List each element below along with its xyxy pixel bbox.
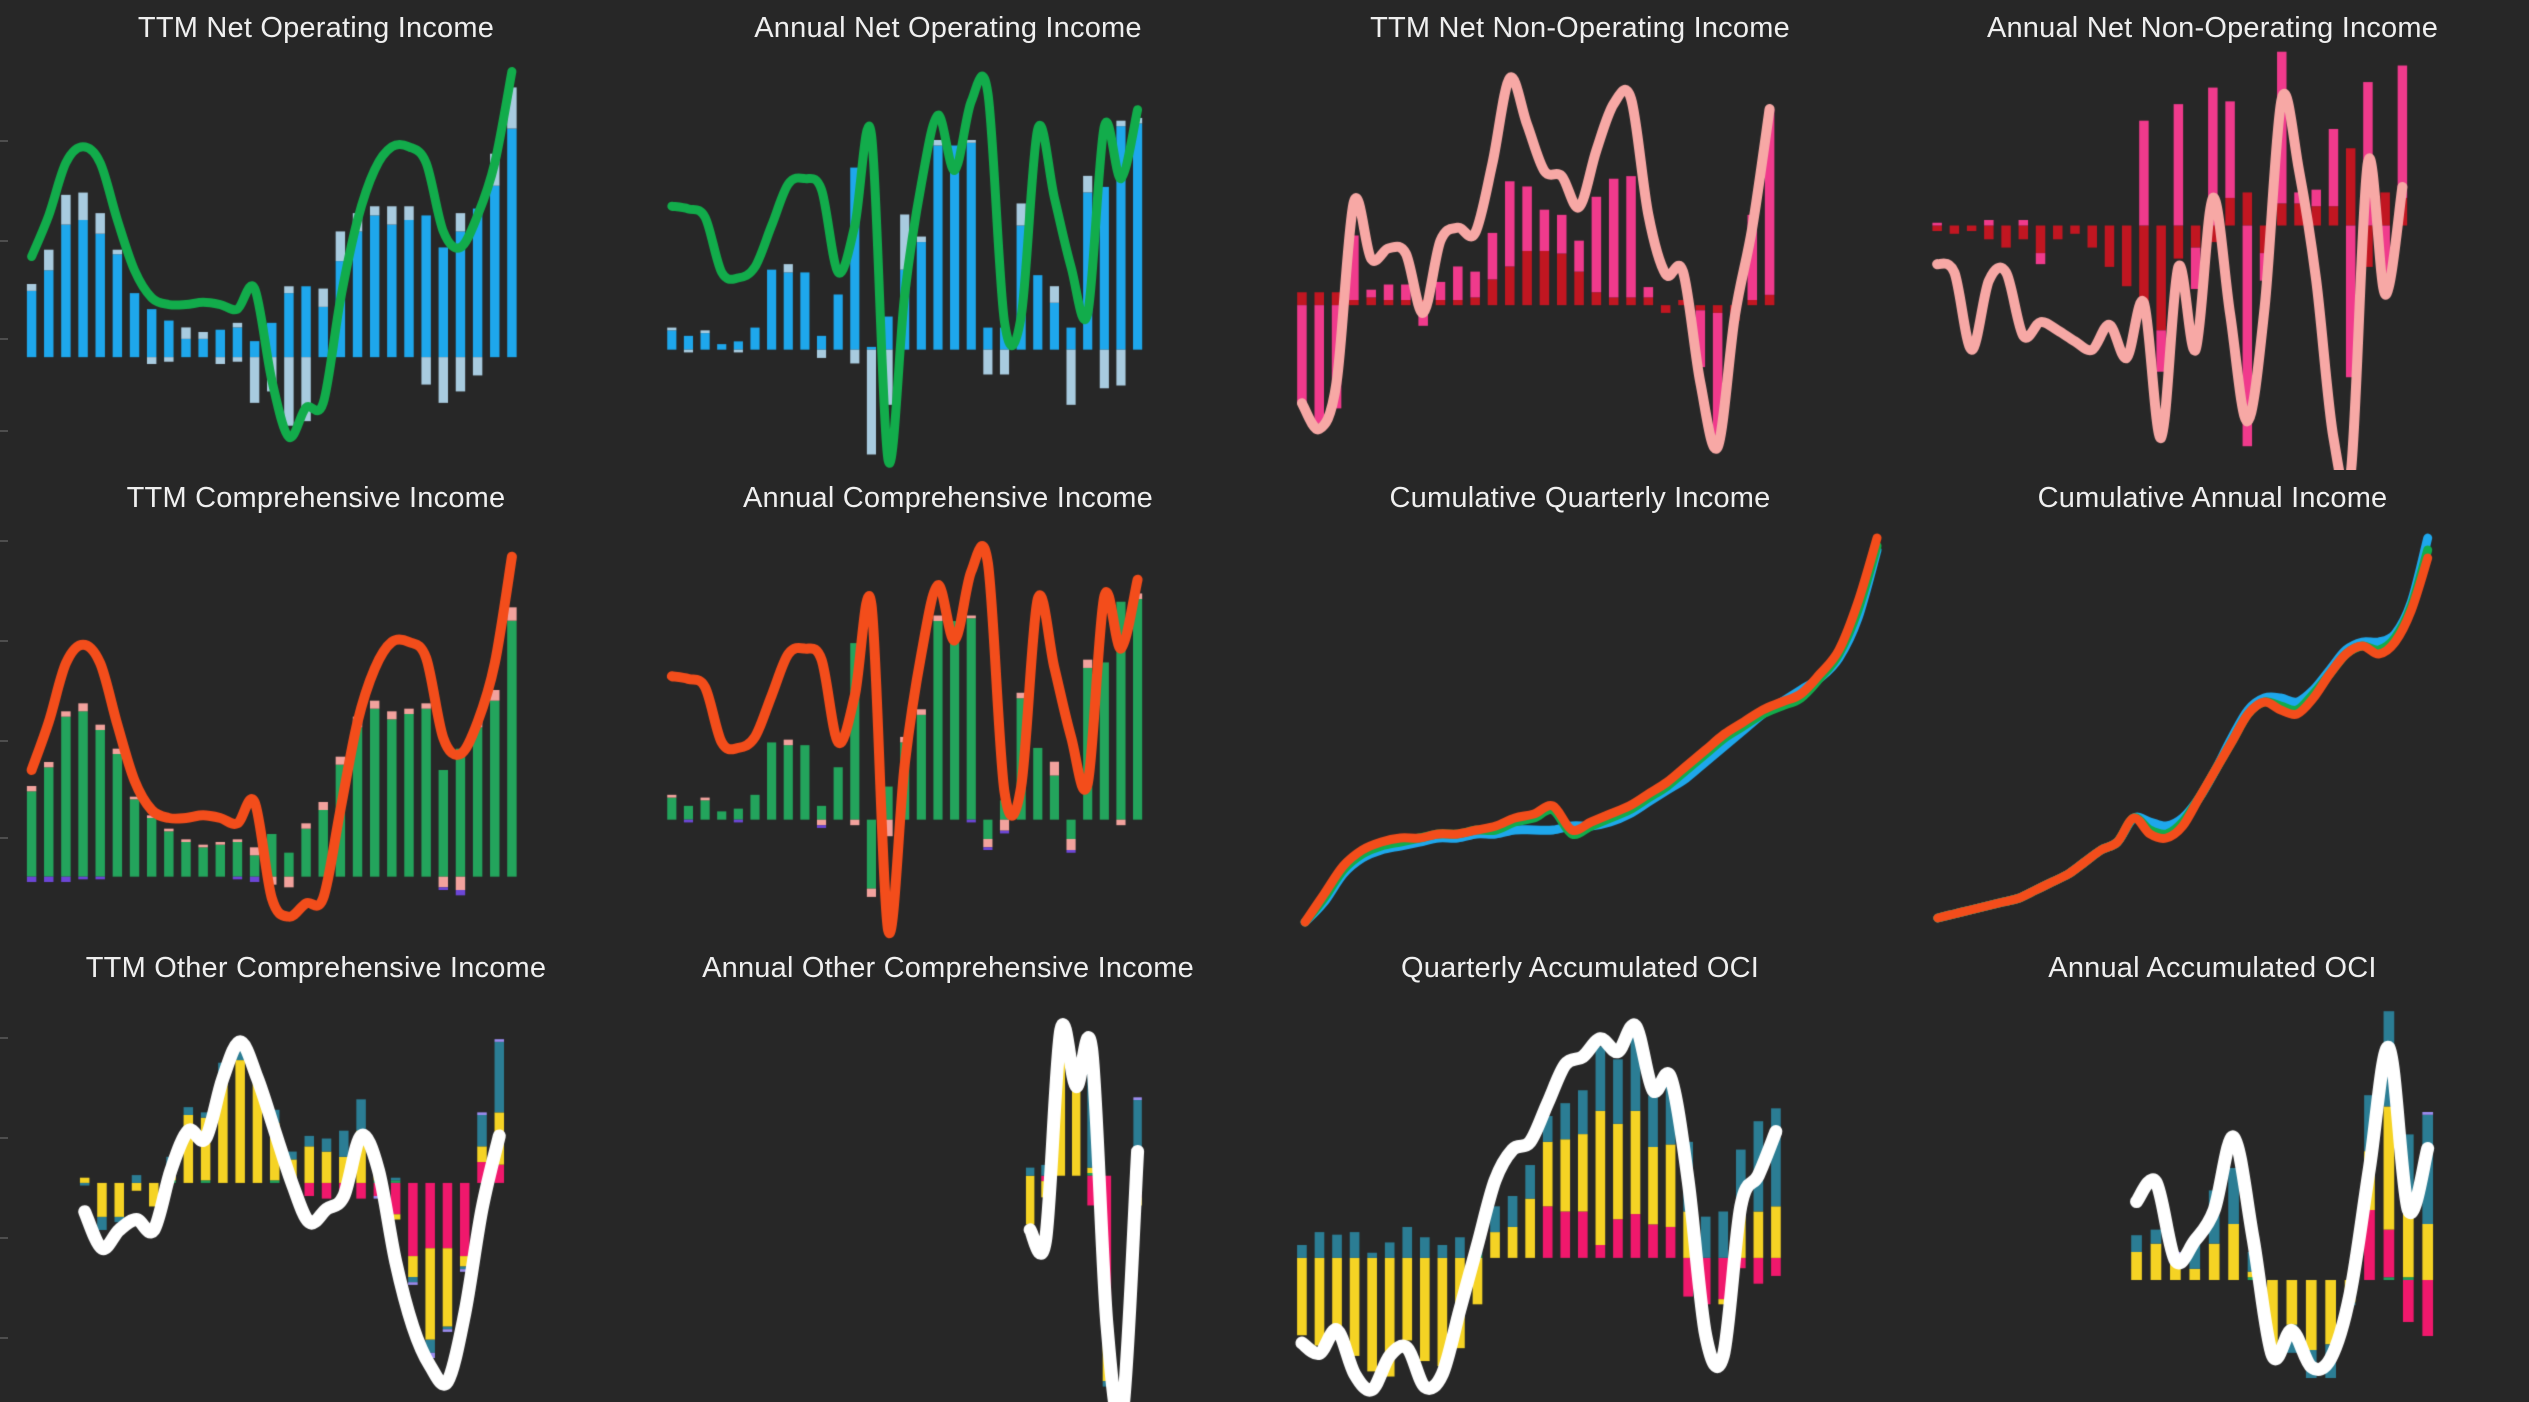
chart-cell-annual-net-operating-income: Annual Net Operating Income xyxy=(632,0,1264,470)
chart-cell-cumulative-quarterly-income: Cumulative Quarterly Income xyxy=(1264,470,1896,940)
y-axis-tick xyxy=(0,338,8,340)
y-axis-tick xyxy=(0,1137,8,1139)
y-axis-tick xyxy=(0,140,8,142)
chart-cell-annual-accumulated-oci: Annual Accumulated OCI xyxy=(1896,940,2529,1402)
chart-canvas-annual-accumulated-oci[interactable] xyxy=(1896,940,2529,1402)
chart-cell-annual-net-non-operating-income: Annual Net Non-Operating Income xyxy=(1896,0,2529,470)
chart-cell-annual-other-comprehensive-income: Annual Other Comprehensive Income xyxy=(632,940,1264,1402)
chart-cell-annual-comprehensive-income: Annual Comprehensive Income xyxy=(632,470,1264,940)
chart-canvas-cumulative-quarterly-income[interactable] xyxy=(1264,470,1896,940)
chart-canvas-annual-other-comprehensive-income[interactable] xyxy=(632,940,1264,1402)
chart-canvas-annual-net-non-operating-income[interactable] xyxy=(1896,0,2529,470)
y-axis-tick xyxy=(0,1037,8,1039)
y-axis-tick xyxy=(0,240,8,242)
y-axis-tick xyxy=(0,640,8,642)
y-axis-tick xyxy=(0,540,8,542)
y-axis-tick xyxy=(0,740,8,742)
chart-cell-ttm-comprehensive-income: TTM Comprehensive Income xyxy=(0,470,632,940)
y-axis-tick xyxy=(0,430,8,432)
chart-canvas-annual-net-operating-income[interactable] xyxy=(632,0,1264,470)
chart-canvas-annual-comprehensive-income[interactable] xyxy=(632,470,1264,940)
chart-canvas-ttm-net-non-operating-income[interactable] xyxy=(1264,0,1896,470)
chart-canvas-cumulative-annual-income[interactable] xyxy=(1896,470,2529,940)
chart-cell-ttm-net-operating-income: TTM Net Operating Income xyxy=(0,0,632,470)
chart-cell-quarterly-accumulated-oci: Quarterly Accumulated OCI xyxy=(1264,940,1896,1402)
chart-canvas-ttm-comprehensive-income[interactable] xyxy=(0,470,632,940)
y-axis-tick xyxy=(0,837,8,839)
chart-cell-cumulative-annual-income: Cumulative Annual Income xyxy=(1896,470,2529,940)
chart-canvas-quarterly-accumulated-oci[interactable] xyxy=(1264,940,1896,1402)
y-axis-tick xyxy=(0,1237,8,1239)
y-axis-tick xyxy=(0,1337,8,1339)
chart-canvas-ttm-net-operating-income[interactable] xyxy=(0,0,632,470)
chart-cell-ttm-net-non-operating-income: TTM Net Non-Operating Income xyxy=(1264,0,1896,470)
chart-canvas-ttm-other-comprehensive-income[interactable] xyxy=(0,940,632,1402)
chart-cell-ttm-other-comprehensive-income: TTM Other Comprehensive Income xyxy=(0,940,632,1402)
